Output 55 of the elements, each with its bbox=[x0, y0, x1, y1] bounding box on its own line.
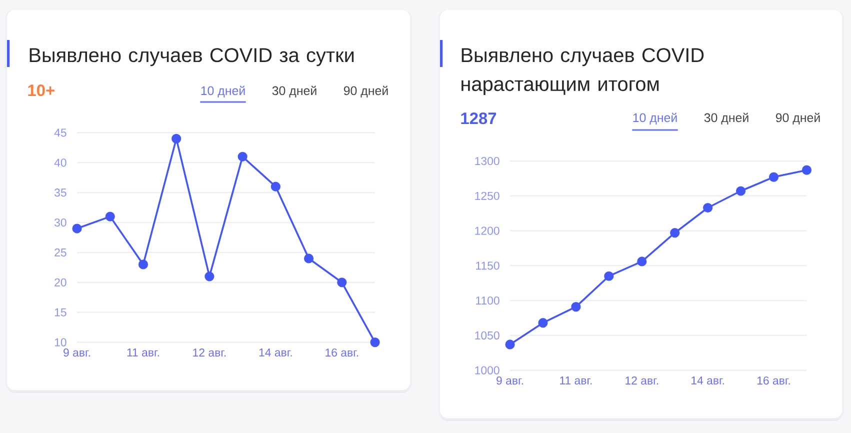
x-tick-label: 9 авг. bbox=[64, 348, 90, 357]
y-tick-label: 1250 bbox=[475, 192, 500, 200]
point bbox=[637, 256, 647, 266]
y-tick-label: 15 bbox=[54, 308, 66, 316]
y-tick-label: 1050 bbox=[475, 331, 500, 340]
point bbox=[370, 338, 380, 348]
point bbox=[505, 340, 515, 350]
x-tick-label: 11 авг. bbox=[127, 348, 159, 356]
point bbox=[604, 271, 614, 281]
point bbox=[802, 165, 812, 175]
x-tick-label: 9 авг. bbox=[496, 376, 523, 385]
x-tick-label: 14 авг. bbox=[692, 376, 724, 384]
text: 90 дней bbox=[776, 112, 820, 124]
x-tick-label: 16 авг. bbox=[326, 348, 358, 357]
y-tick-label: 45 bbox=[54, 128, 66, 137]
point bbox=[768, 172, 779, 182]
x-tick-label: 16 авг. bbox=[757, 376, 790, 385]
chart-title: Выявлено случаев COVID за сутки bbox=[30, 48, 354, 66]
y-tick-label: 40 bbox=[54, 158, 66, 167]
y-tick-label: 1100 bbox=[476, 296, 500, 305]
point bbox=[270, 182, 280, 192]
point bbox=[538, 318, 548, 328]
y-tick-label: 20 bbox=[54, 278, 66, 286]
y-tick-label: 1200 bbox=[475, 226, 500, 235]
y-tick-label: 30 bbox=[54, 218, 66, 227]
point bbox=[571, 302, 581, 312]
text: 10 дней bbox=[201, 86, 245, 98]
point bbox=[138, 260, 148, 270]
point bbox=[172, 134, 182, 144]
point bbox=[670, 228, 680, 238]
text: 30 дней bbox=[272, 86, 316, 98]
y-tick-label: 1000 bbox=[475, 366, 500, 374]
x-tick-label: 12 авг. bbox=[626, 376, 658, 385]
y-tick-label: 1300 bbox=[475, 156, 500, 166]
point bbox=[204, 272, 214, 282]
y-tick-label: 25 bbox=[54, 248, 66, 257]
x-tick-label: 11 авг. bbox=[560, 376, 592, 384]
point bbox=[105, 212, 115, 222]
point bbox=[736, 186, 746, 196]
chart-subtitle: 1287 bbox=[461, 112, 496, 124]
point bbox=[304, 254, 314, 264]
chart-subtitle: 10+ bbox=[28, 84, 54, 96]
point bbox=[337, 278, 347, 288]
point bbox=[238, 152, 248, 162]
point bbox=[72, 224, 82, 234]
x-tick-label: 14 авг. bbox=[259, 348, 292, 356]
y-tick-label: 1150 bbox=[476, 262, 500, 270]
y-tick-label: 35 bbox=[54, 188, 66, 197]
point bbox=[703, 202, 713, 213]
text: 90 дней bbox=[344, 86, 388, 98]
y-tick-label: 10 bbox=[54, 338, 66, 346]
text: 30 дней bbox=[704, 112, 748, 124]
chart-title: Выявлено случаев COVID нарастающим итогом bbox=[462, 48, 704, 96]
text: 10 дней bbox=[633, 112, 677, 124]
x-tick-label: 12 авг. bbox=[193, 348, 226, 357]
